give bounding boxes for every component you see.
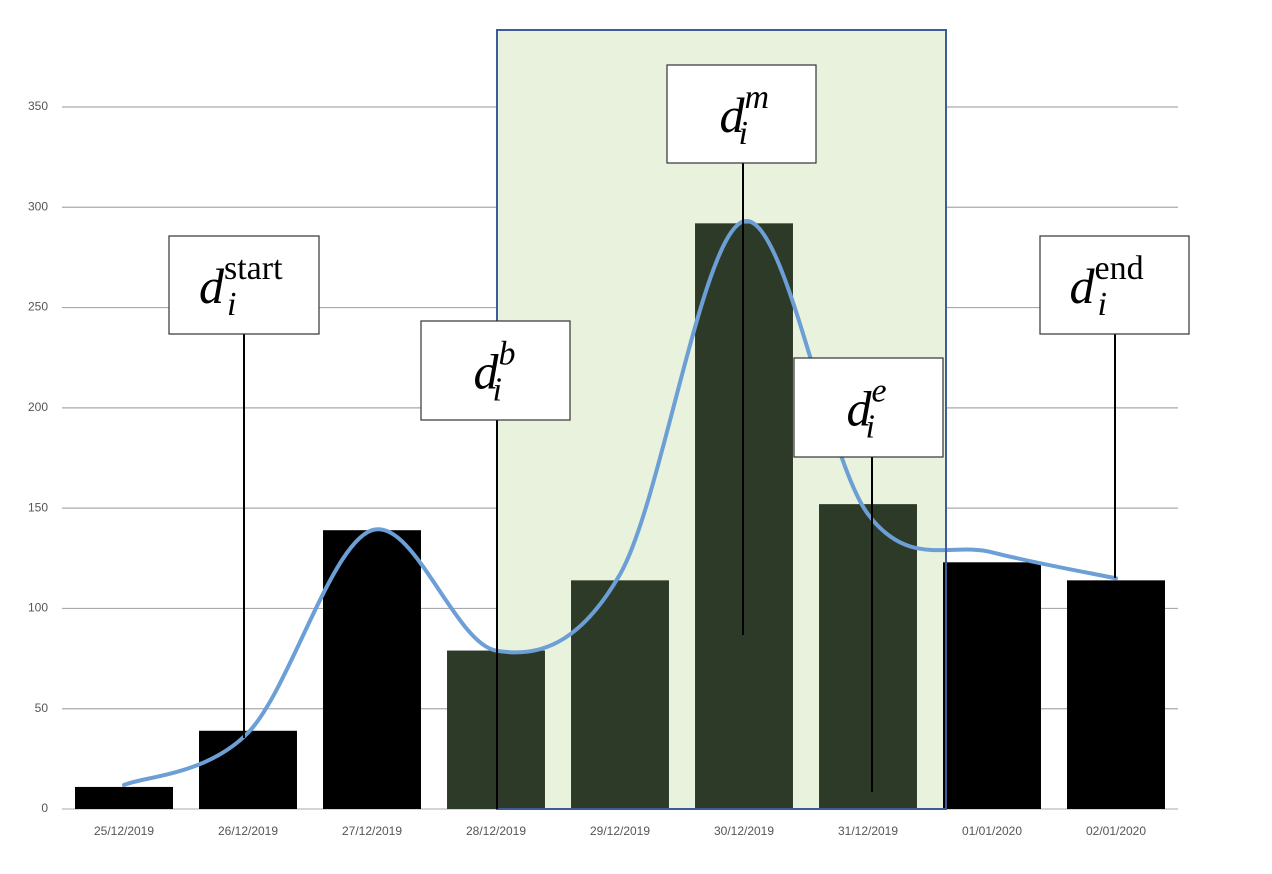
x-tick-label: 25/12/2019 [94, 824, 154, 838]
annotation-box [420, 320, 571, 421]
bar [571, 580, 669, 809]
annotation-sub: i [1098, 286, 1107, 323]
y-tick-label: 300 [28, 199, 48, 213]
annotation-base: d [847, 381, 873, 437]
annotation-label: dstart [199, 250, 283, 314]
y-tick-label: 350 [28, 99, 48, 113]
annotation-sup: m [745, 79, 770, 116]
annotation-sub: i [493, 372, 502, 409]
annotation-box [793, 357, 944, 458]
annotation-label: dm [720, 79, 770, 143]
annotation-sup: e [872, 373, 887, 410]
x-tick-label: 26/12/2019 [218, 824, 278, 838]
y-tick-label: 50 [35, 701, 49, 715]
trend-line [122, 219, 1118, 787]
annotation-box [168, 235, 320, 335]
x-tick-label: 27/12/2019 [342, 824, 402, 838]
annotation-box [1039, 235, 1190, 335]
y-tick-label: 200 [28, 400, 48, 414]
x-tick-label: 31/12/2019 [838, 824, 898, 838]
x-tick-label: 30/12/2019 [714, 824, 774, 838]
annotation-sub: i [866, 409, 875, 446]
annotation-sub: i [739, 115, 748, 152]
annotation-sup: b [499, 336, 516, 373]
annotation-base: d [720, 87, 746, 143]
bar [75, 786, 173, 809]
annotation-sup: end [1095, 250, 1144, 287]
annotation-base: d [474, 344, 500, 400]
x-tick-label: 01/01/2020 [962, 824, 1022, 838]
bar [943, 562, 1041, 809]
bar [1067, 580, 1165, 809]
annotation-label: dend [1070, 250, 1144, 314]
annotation-label: de [847, 373, 887, 437]
annotation-sup: start [224, 250, 283, 287]
bar [323, 530, 421, 809]
x-tick-label: 29/12/2019 [590, 824, 650, 838]
annotation-box [666, 64, 817, 164]
x-tick-label: 28/12/2019 [466, 824, 526, 838]
x-tick-label: 02/01/2020 [1086, 824, 1146, 838]
bar [199, 730, 297, 809]
y-tick-label: 150 [28, 500, 48, 514]
annotation-sub: i [227, 286, 236, 323]
y-tick-label: 250 [28, 300, 48, 314]
annotation-label: db [474, 336, 516, 400]
y-tick-label: 0 [41, 801, 48, 815]
annotation-base: d [1070, 258, 1096, 314]
annotation-base: d [199, 258, 225, 314]
bar [819, 504, 917, 809]
y-tick-label: 100 [28, 601, 48, 615]
